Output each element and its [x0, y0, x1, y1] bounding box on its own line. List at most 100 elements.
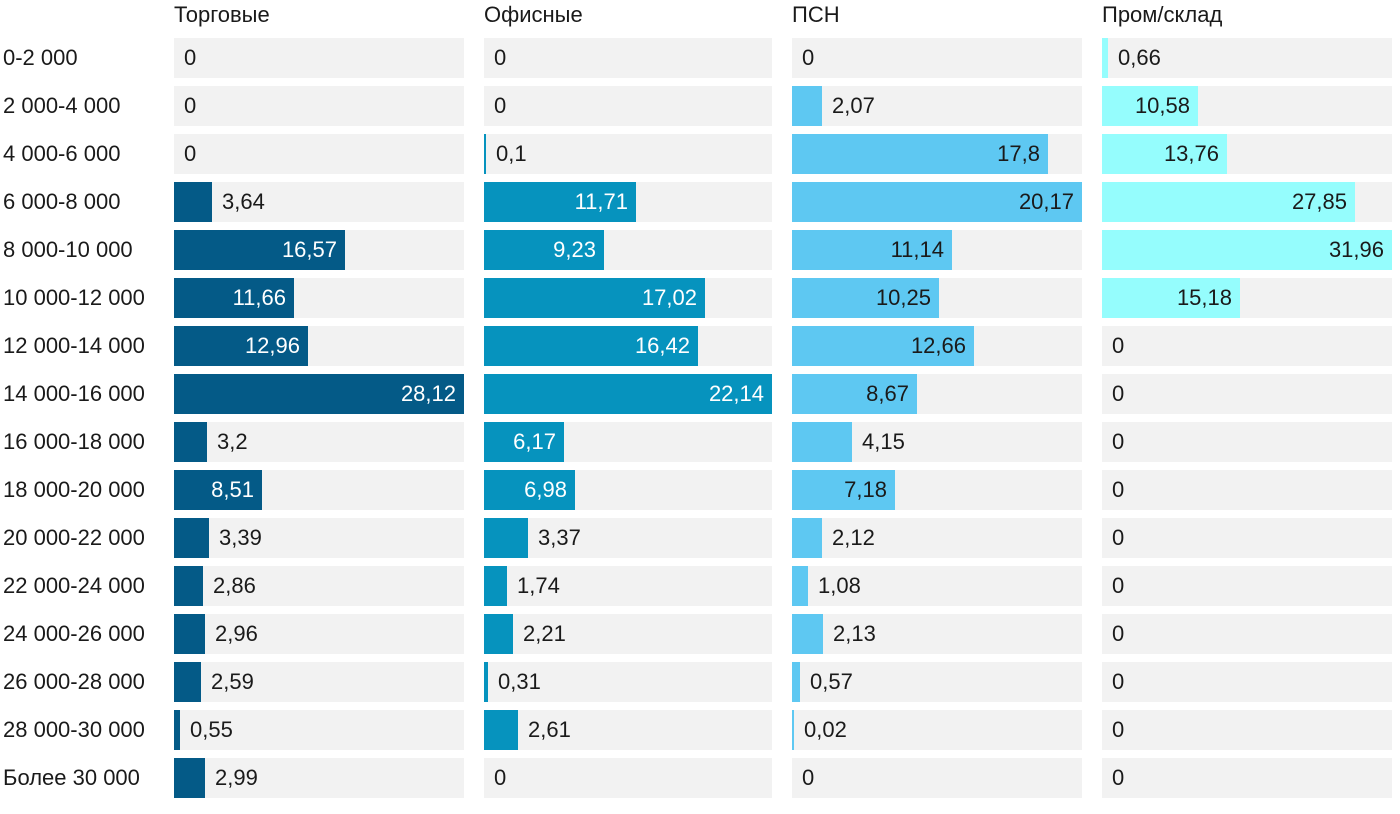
bar [174, 566, 203, 606]
bar [792, 278, 939, 318]
bar [484, 182, 636, 222]
data-label: 0 [1112, 717, 1125, 742]
bar [792, 470, 895, 510]
bar [792, 662, 800, 702]
bar [792, 710, 794, 750]
bar [174, 278, 294, 318]
bar [484, 422, 564, 462]
data-label: 2,86 [213, 573, 256, 598]
bar [792, 374, 917, 414]
series-title: Торговые [174, 2, 270, 27]
bar [792, 422, 852, 462]
category-label: 2 000-4 000 [3, 93, 121, 118]
bar-track: 2,96 [174, 614, 464, 654]
data-label: 10,58 [1134, 93, 1190, 118]
bar-track: 0 [792, 38, 1082, 78]
bar [484, 134, 486, 174]
bar-track: 0 [484, 86, 772, 126]
bar-track: 0 [1102, 614, 1392, 654]
bar [792, 518, 822, 558]
bar [484, 374, 772, 414]
bar-track: 2,21 [484, 614, 772, 654]
data-label: 12,96 [244, 333, 300, 358]
data-label: 17,8 [997, 141, 1040, 166]
bar [792, 134, 1048, 174]
bar [792, 326, 974, 366]
bar-track: 20,17 [792, 182, 1082, 222]
bar [174, 614, 205, 654]
data-label: 2,96 [215, 621, 258, 646]
data-label: 0 [1112, 573, 1125, 598]
bar-track: 10,58 [1102, 86, 1392, 126]
bar [1102, 86, 1198, 126]
bar-track: 11,66 [174, 278, 464, 318]
data-label: 22,14 [708, 381, 764, 406]
data-label: 4,15 [862, 429, 905, 454]
bar [484, 566, 507, 606]
category-label: 8 000-10 000 [3, 237, 133, 262]
bar-track: 0 [1102, 374, 1392, 414]
data-label: 0,57 [810, 669, 853, 694]
data-label: 2,59 [211, 669, 254, 694]
bar-track: 8,51 [174, 470, 464, 510]
bar-track: 12,96 [174, 326, 464, 366]
data-label: 2,07 [832, 93, 875, 118]
bar-track: 0 [1102, 566, 1392, 606]
category-label: 4 000-6 000 [3, 141, 121, 166]
bar-track: 3,2 [174, 422, 464, 462]
category-label: 16 000-18 000 [3, 429, 145, 454]
data-label: 0 [1112, 525, 1125, 550]
bar-track: 2,61 [484, 710, 772, 750]
data-label: 0,1 [496, 141, 527, 166]
bar-track: 0 [1102, 326, 1392, 366]
bar [174, 230, 345, 270]
category-label: 18 000-20 000 [3, 477, 145, 502]
bar-track: 12,66 [792, 326, 1082, 366]
bar-track: 0 [484, 38, 772, 78]
bar-track: 11,71 [484, 182, 772, 222]
data-label: 20,17 [1018, 189, 1074, 214]
bar-track: 2,99 [174, 758, 464, 798]
data-label: 3,2 [217, 429, 248, 454]
bar-track: 0,02 [792, 710, 1082, 750]
bar [174, 326, 308, 366]
bar [484, 470, 575, 510]
bar-track: 0 [792, 758, 1082, 798]
bar-track: 0,55 [174, 710, 464, 750]
bar-track: 2,59 [174, 662, 464, 702]
bar [1102, 182, 1355, 222]
bar-track: 2,13 [792, 614, 1082, 654]
category-label: 26 000-28 000 [3, 669, 145, 694]
category-label: 20 000-22 000 [3, 525, 145, 550]
data-label: 1,74 [517, 573, 560, 598]
data-label: 11,71 [574, 189, 628, 214]
bar-track: 1,08 [792, 566, 1082, 606]
data-label: 6,98 [524, 477, 567, 502]
data-label: 9,23 [553, 237, 596, 262]
data-label: 0 [1112, 333, 1125, 358]
category-label: 22 000-24 000 [3, 573, 145, 598]
category-label: 10 000-12 000 [3, 285, 145, 310]
data-label: 3,39 [219, 525, 262, 550]
bar [174, 470, 262, 510]
data-label: 0 [802, 45, 815, 70]
bar-track: 11,14 [792, 230, 1082, 270]
bar [792, 614, 823, 654]
bar-track: 0 [1102, 710, 1392, 750]
bar-track: 10,25 [792, 278, 1082, 318]
bar-track: 16,57 [174, 230, 464, 270]
bar-track: 0,57 [792, 662, 1082, 702]
bar [174, 518, 209, 558]
bar [1102, 278, 1240, 318]
data-label: 2,61 [528, 717, 571, 742]
series-title: ПСН [792, 2, 840, 27]
category-label: Более 30 000 [3, 765, 140, 790]
series-title: Офисные [484, 2, 583, 27]
data-label: 11,66 [232, 285, 286, 310]
category-label: 0-2 000 [3, 45, 78, 70]
bar [792, 182, 1082, 222]
bar-track: 17,02 [484, 278, 772, 318]
bar [484, 710, 518, 750]
bar-track: 4,15 [792, 422, 1082, 462]
bar [792, 566, 808, 606]
